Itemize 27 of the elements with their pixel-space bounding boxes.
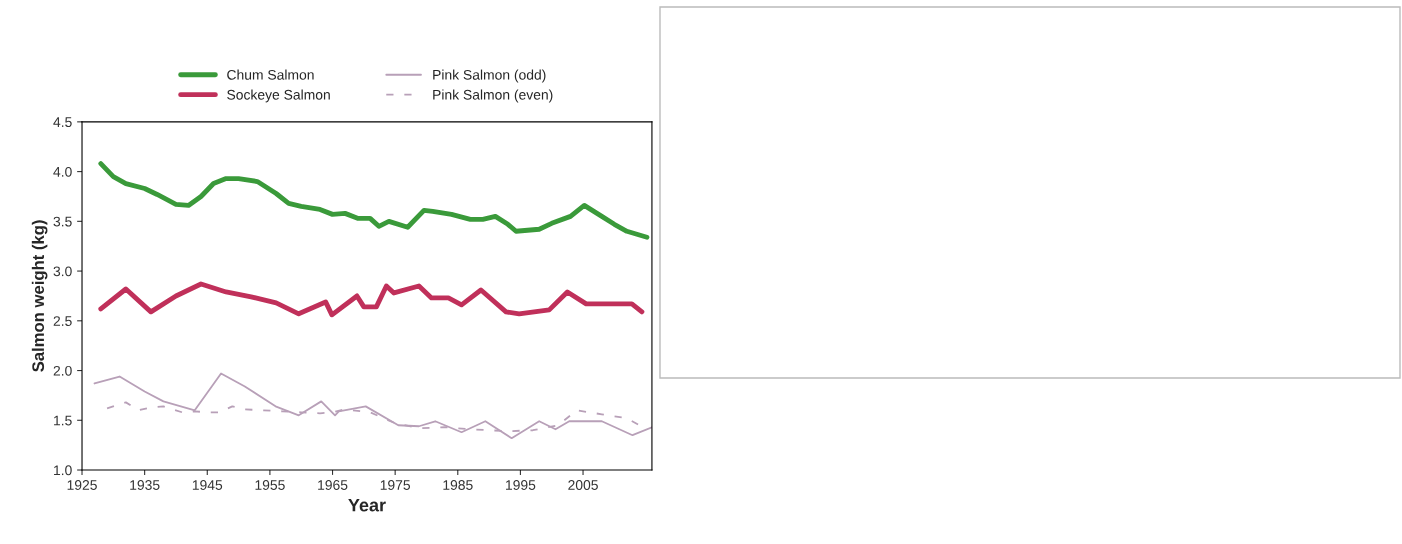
x-tick-label: 2005 bbox=[568, 480, 598, 490]
y-tick-label: 4.0 bbox=[53, 166, 72, 177]
x-tick-label: 1965 bbox=[318, 480, 348, 490]
y-tick-label: 2.5 bbox=[53, 316, 72, 326]
legend-label: Chum Salmon bbox=[227, 69, 314, 80]
x-tick-label: 1985 bbox=[443, 480, 473, 490]
line-series bbox=[98, 161, 650, 240]
y-tick-label: 1.0 bbox=[54, 465, 72, 476]
legend-label: Pink Salmon (odd) bbox=[433, 69, 546, 83]
line-series bbox=[106, 401, 641, 433]
x-axis-title: Year bbox=[348, 498, 386, 512]
y-tick-label: 2.0 bbox=[53, 365, 72, 376]
x-tick-label: 1945 bbox=[192, 480, 223, 490]
legend-label: Sockeye Salmon bbox=[227, 89, 330, 103]
y-tick-label: 4.5 bbox=[53, 117, 72, 128]
x-tick-label: 1955 bbox=[255, 480, 285, 490]
y-tick-label: 3.0 bbox=[53, 266, 72, 277]
x-tick-label: 1925 bbox=[67, 480, 97, 490]
x-tick-label: 1935 bbox=[130, 480, 160, 490]
x-tick-label: 1995 bbox=[506, 480, 536, 490]
y-axis-title: Salmon weight (kg) bbox=[31, 220, 48, 372]
line-series bbox=[98, 281, 645, 318]
line-series bbox=[93, 372, 652, 440]
y-tick-label: 3.5 bbox=[53, 216, 72, 227]
legend-label: Pink Salmon (even) bbox=[433, 89, 553, 103]
x-tick-label: 1975 bbox=[380, 480, 411, 490]
y-tick-label: 1.5 bbox=[54, 415, 72, 426]
